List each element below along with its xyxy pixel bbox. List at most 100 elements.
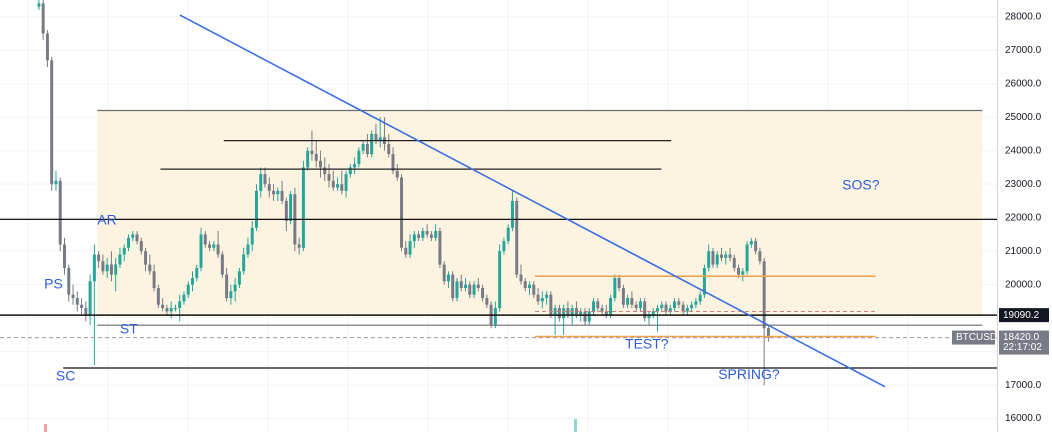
candle-body [442, 264, 446, 282]
candle-body [63, 244, 66, 268]
candle-body [719, 254, 723, 258]
candle-body [634, 304, 638, 309]
candle-body [421, 231, 425, 238]
candle-body [212, 244, 216, 248]
candle-body [233, 284, 237, 292]
candle-body [395, 170, 399, 178]
candle-body [592, 301, 596, 312]
candle-body [289, 194, 293, 222]
candle-body [536, 294, 540, 302]
candle-body [459, 281, 463, 288]
candle-body [749, 241, 753, 245]
candle-body [242, 254, 246, 272]
candle-body [195, 267, 199, 278]
volume-bar-red [44, 424, 47, 432]
candle-body [301, 167, 305, 248]
trendline [179, 14, 886, 388]
candle-body [446, 274, 450, 282]
candle-body [259, 174, 263, 191]
candle-body [246, 244, 250, 255]
candle-body [643, 301, 647, 319]
candle-body [144, 251, 148, 265]
candle-body [365, 144, 369, 155]
candle-body [638, 301, 642, 309]
candle-body [310, 150, 314, 155]
candle-body [464, 284, 468, 288]
candle-body [660, 304, 664, 309]
candle-body [161, 304, 165, 309]
candle-body [199, 234, 203, 268]
candle-body [152, 271, 156, 288]
price-axis-tick-label: 27000.0 [1005, 45, 1042, 56]
candle-body [762, 261, 766, 329]
candle-body [434, 231, 438, 238]
price-axis-tick-label: 23000.0 [1005, 179, 1042, 190]
candle-body [626, 298, 630, 305]
candle-body [37, 3, 41, 7]
candle-body [728, 254, 732, 258]
candle-body [122, 247, 126, 255]
candle-body [510, 200, 514, 228]
volume-bar-green [574, 419, 577, 432]
candle-body [766, 328, 770, 338]
candle-body [476, 284, 480, 288]
candle-body [647, 314, 651, 319]
candle-body [596, 301, 600, 309]
countdown-tag: 22:17:02 [999, 340, 1049, 355]
candle-body [173, 308, 177, 310]
candle-body [323, 167, 327, 175]
candle-body [715, 254, 719, 265]
candle-body [58, 180, 62, 245]
candle-body [579, 311, 583, 315]
price-axis-tick-label: 25000.0 [1005, 112, 1042, 123]
annotation-label-ps: PS [44, 275, 63, 291]
candle-body [630, 298, 634, 305]
candle-body [472, 284, 476, 295]
candle-body [685, 308, 689, 312]
annotation-label-test: TEST? [625, 336, 669, 352]
candle-body [284, 200, 288, 222]
candle-body [229, 291, 233, 299]
annotation-label-st: ST [120, 321, 138, 337]
candle-body [131, 234, 135, 238]
price-axis-tick-label: 24000.0 [1005, 145, 1042, 156]
candle-body [737, 267, 741, 275]
candle-body [67, 267, 71, 295]
candle-body [604, 311, 608, 315]
candle-body [451, 274, 455, 299]
symbol-tag-bg [952, 330, 995, 345]
candle-body [361, 144, 365, 151]
candle-body [613, 277, 617, 299]
symbol-tag-text: BTCUSD [956, 332, 997, 343]
candle-body [250, 227, 254, 245]
candle-body [306, 150, 310, 168]
candle-body [758, 251, 762, 262]
candle-body [340, 184, 344, 191]
candle-body [417, 234, 421, 238]
candle-body [562, 308, 566, 319]
candle-body [54, 180, 58, 185]
candle-body [169, 308, 173, 312]
candle-body [97, 254, 101, 262]
candle-body [378, 137, 382, 141]
candle-body [532, 284, 536, 295]
candle-body [404, 247, 408, 255]
candle-body [178, 301, 182, 309]
candle-body [75, 298, 79, 305]
annotation-label-ar: AR [97, 212, 116, 228]
candle-body [105, 264, 109, 272]
candle-body [336, 184, 340, 188]
candle-body [677, 301, 681, 305]
candle-body [745, 244, 749, 272]
candle-body [109, 264, 113, 275]
candle-body [732, 257, 736, 268]
price-axis-tick-label: 20000.0 [1005, 279, 1042, 290]
candle-body [515, 200, 519, 275]
price-axis-tick-label: 22000.0 [1005, 212, 1042, 223]
candle-body [656, 308, 659, 312]
candle-body [566, 308, 570, 315]
candle-body [600, 308, 604, 312]
candle-body [203, 234, 207, 245]
